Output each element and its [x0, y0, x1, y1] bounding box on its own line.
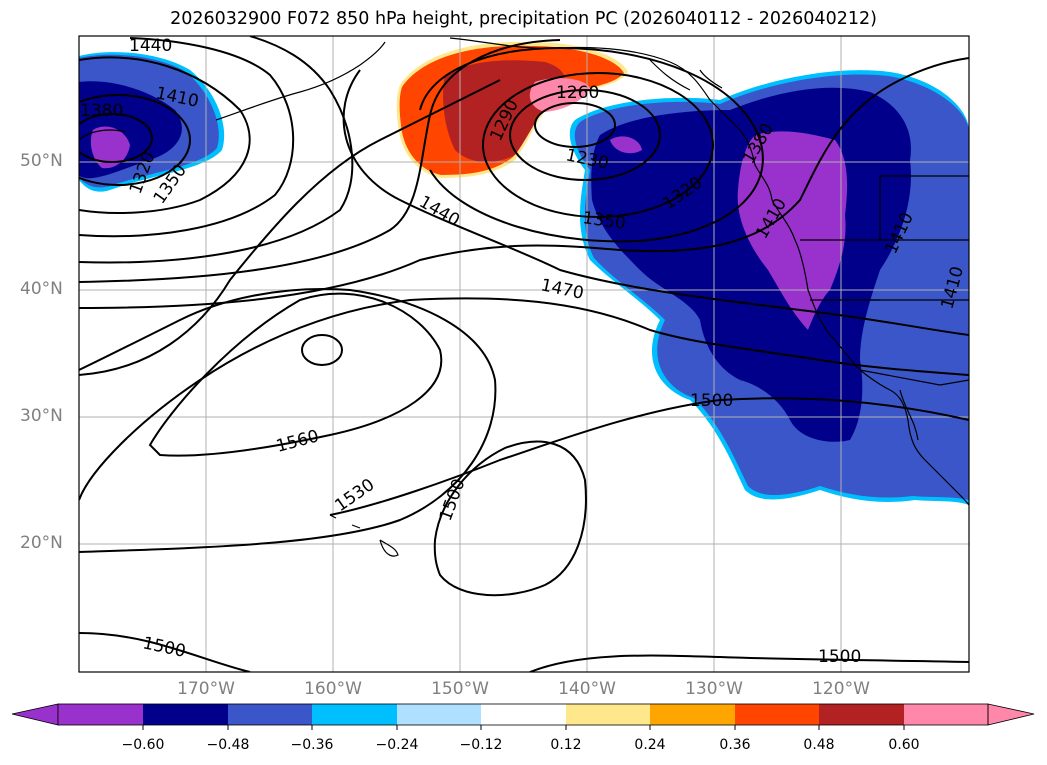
colorbar-cell [481, 704, 566, 725]
colorbar-cell [650, 704, 735, 725]
lon-label-140w: 140°W [558, 679, 616, 699]
map-content: 1440 1410 1380 1320 1350 1290 1260 1230 … [79, 36, 969, 672]
colorbar-cell [904, 704, 988, 725]
lon-label-170w: 170°W [177, 679, 235, 699]
colorbar-tick-label: −0.36 [290, 737, 334, 753]
colorbar-cell [819, 704, 904, 725]
colorbar-cell [397, 704, 481, 725]
lat-label-20n: 20°N [20, 533, 63, 553]
lat-label-40n: 40°N [20, 279, 63, 299]
contour-label: 1500 [141, 633, 187, 662]
map-title: 2026032900 F072 850 hPa height, precipit… [170, 9, 877, 29]
contour-label: 1500 [818, 647, 861, 667]
lon-label-130w: 130°W [685, 679, 743, 699]
colorbar-cell [58, 704, 143, 725]
shading-west-negative [79, 52, 225, 192]
colorbar-cell [566, 704, 650, 725]
colorbar-tick-label: 0.48 [803, 737, 835, 753]
coastlines [79, 37, 969, 557]
colorbar-tick-label: 0.24 [634, 737, 666, 753]
lon-label-160w: 160°W [304, 679, 362, 699]
colorbar-cell [143, 704, 228, 725]
colorbar-cell [312, 704, 397, 725]
height-contours [79, 36, 969, 672]
colorbar [11, 703, 1035, 730]
colorbar-tick-label: −0.48 [206, 737, 250, 753]
colorbar-tick-label: −0.60 [121, 737, 165, 753]
colorbar-cell [228, 704, 312, 725]
shading-east-negative [569, 70, 969, 506]
map-frame [78, 35, 970, 673]
contour-label: 1560 [274, 426, 321, 457]
colorbar-min-extend [11, 703, 59, 726]
colorbar-tick-label: 0.60 [888, 737, 920, 753]
lon-label-120w: 120°W [812, 679, 870, 699]
colorbar-tick-label: 0.12 [550, 737, 582, 753]
colorbar-tick-label: 0.36 [719, 737, 751, 753]
colorbar-cell [735, 704, 819, 725]
contour-label: 1470 [539, 275, 585, 304]
contour-label: 1500 [690, 391, 733, 411]
contour-label: 1380 [80, 101, 123, 121]
lon-label-150w: 150°W [431, 679, 489, 699]
gridlines [79, 36, 969, 672]
lat-label-30n: 30°N [20, 406, 63, 426]
contour-label: 1440 [129, 36, 172, 56]
colorbar-tick-label: −0.24 [375, 737, 419, 753]
contour-label: 1260 [556, 83, 599, 103]
lat-label-50n: 50°N [20, 151, 63, 171]
colorbar-max-extend [987, 703, 1035, 726]
colorbar-tick-label: −0.12 [459, 737, 503, 753]
